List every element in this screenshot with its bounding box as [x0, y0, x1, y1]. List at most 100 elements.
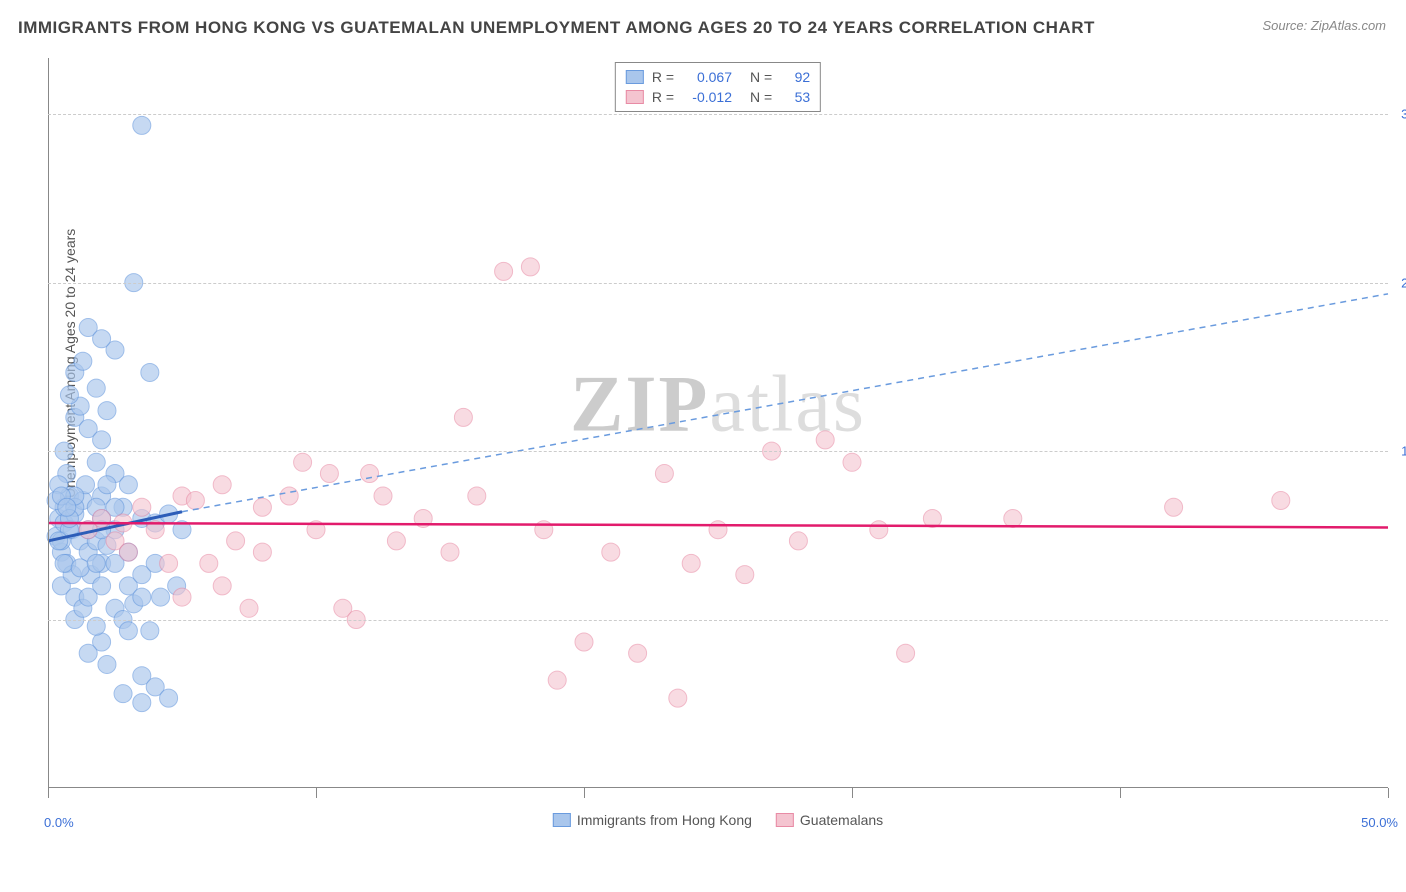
data-point	[93, 431, 111, 449]
data-point	[816, 431, 834, 449]
data-point	[789, 532, 807, 550]
data-point	[374, 487, 392, 505]
grid-line	[48, 283, 1388, 284]
data-point	[253, 498, 271, 516]
legend-n-value: 53	[780, 89, 810, 105]
legend-r-label: R =	[652, 69, 674, 85]
data-point	[294, 453, 312, 471]
x-tick	[316, 788, 317, 798]
chart-area: Unemployment Among Ages 20 to 24 years Z…	[48, 58, 1388, 828]
data-point	[843, 453, 861, 471]
x-axis	[48, 787, 1388, 788]
data-point	[79, 588, 97, 606]
data-point	[280, 487, 298, 505]
data-point	[1165, 498, 1183, 516]
grid-line	[48, 114, 1388, 115]
data-point	[119, 476, 137, 494]
data-point	[629, 644, 647, 662]
legend-swatch	[626, 70, 644, 84]
data-point	[98, 655, 116, 673]
trend-line-dashed	[182, 294, 1388, 512]
legend-row: R = 0.067 N = 92	[626, 67, 810, 87]
data-point	[152, 588, 170, 606]
data-point	[655, 465, 673, 483]
legend-r-label: R =	[652, 89, 674, 105]
x-tick-min: 0.0%	[44, 815, 74, 830]
data-point	[682, 554, 700, 572]
data-point	[133, 116, 151, 134]
chart-title: IMMIGRANTS FROM HONG KONG VS GUATEMALAN …	[18, 18, 1095, 38]
data-point	[320, 465, 338, 483]
data-point	[119, 543, 137, 561]
grid-line	[48, 620, 1388, 621]
data-point	[114, 685, 132, 703]
legend-r-value: 0.067	[682, 69, 732, 85]
data-point	[55, 554, 73, 572]
source-label: Source: ZipAtlas.com	[1262, 18, 1386, 33]
x-tick	[1120, 788, 1121, 798]
data-point	[669, 689, 687, 707]
data-point	[186, 491, 204, 509]
y-tick-label: 22.5%	[1401, 275, 1406, 290]
data-point	[361, 465, 379, 483]
x-tick	[852, 788, 853, 798]
legend-swatch	[553, 813, 571, 827]
data-point	[521, 258, 539, 276]
data-point	[133, 498, 151, 516]
data-point	[133, 588, 151, 606]
data-point	[1272, 491, 1290, 509]
data-point	[575, 633, 593, 651]
x-tick	[584, 788, 585, 798]
data-point	[160, 554, 178, 572]
data-point	[240, 599, 258, 617]
data-point	[870, 521, 888, 539]
data-point	[71, 559, 89, 577]
series-name: Guatemalans	[800, 812, 883, 828]
data-point	[60, 386, 78, 404]
scatter-plot	[48, 58, 1388, 828]
series-name: Immigrants from Hong Kong	[577, 812, 752, 828]
x-tick	[1388, 788, 1389, 798]
legend-r-value: -0.012	[682, 89, 732, 105]
x-tick	[48, 788, 49, 798]
legend-row: R = -0.012 N = 53	[626, 87, 810, 107]
y-tick-label: 30.0%	[1401, 107, 1406, 122]
data-point	[897, 644, 915, 662]
data-point	[253, 543, 271, 561]
data-point	[213, 577, 231, 595]
y-tick-label: 15.0%	[1401, 444, 1406, 459]
data-point	[173, 588, 191, 606]
data-point	[441, 543, 459, 561]
data-point	[79, 644, 97, 662]
legend-swatch	[626, 90, 644, 104]
data-point	[200, 554, 218, 572]
grid-line	[48, 451, 1388, 452]
data-point	[87, 453, 105, 471]
data-point	[227, 532, 245, 550]
data-point	[495, 262, 513, 280]
data-point	[736, 566, 754, 584]
series-legend-item: Guatemalans	[776, 812, 883, 828]
data-point	[119, 622, 137, 640]
data-point	[468, 487, 486, 505]
data-point	[133, 694, 151, 712]
data-point	[93, 509, 111, 527]
data-point	[74, 352, 92, 370]
data-point	[98, 476, 116, 494]
data-point	[602, 543, 620, 561]
data-point	[454, 408, 472, 426]
legend-n-label: N =	[750, 69, 772, 85]
legend-swatch	[776, 813, 794, 827]
data-point	[93, 330, 111, 348]
correlation-legend: R = 0.067 N = 92 R = -0.012 N = 53	[615, 62, 821, 112]
x-tick-max: 50.0%	[1361, 815, 1398, 830]
data-point	[98, 402, 116, 420]
data-point	[141, 622, 159, 640]
data-point	[141, 363, 159, 381]
series-legend: Immigrants from Hong Kong Guatemalans	[553, 812, 883, 828]
data-point	[548, 671, 566, 689]
data-point	[213, 476, 231, 494]
series-legend-item: Immigrants from Hong Kong	[553, 812, 752, 828]
y-axis	[48, 58, 49, 788]
data-point	[387, 532, 405, 550]
